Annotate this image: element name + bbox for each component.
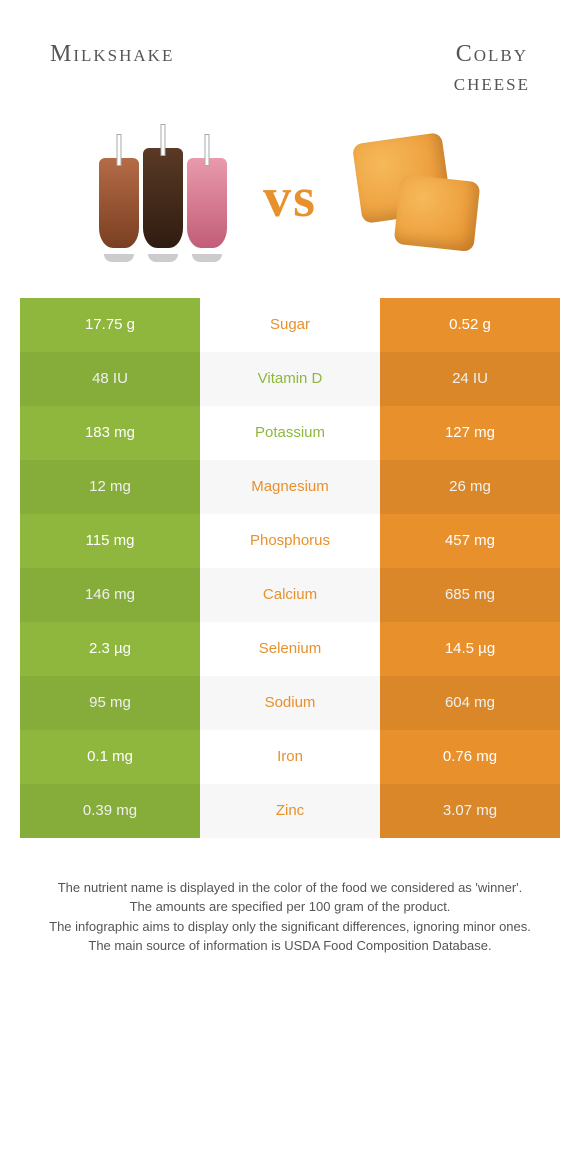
vs-row: vs [0, 118, 580, 298]
table-row: 48 IUVitamin D24 IU [20, 352, 560, 406]
footer-line: The amounts are specified per 100 gram o… [30, 897, 550, 917]
footer-line: The nutrient name is displayed in the co… [30, 878, 550, 898]
nutrient-label: Sugar [200, 298, 380, 352]
left-value: 48 IU [20, 352, 200, 406]
left-value: 183 mg [20, 406, 200, 460]
left-value: 0.39 mg [20, 784, 200, 838]
nutrient-label: Sodium [200, 676, 380, 730]
right-value: 685 mg [380, 568, 560, 622]
right-food-title: Colby cheese [454, 40, 530, 98]
table-row: 95 mgSodium604 mg [20, 676, 560, 730]
footer-line: The infographic aims to display only the… [30, 917, 550, 937]
nutrient-label: Phosphorus [200, 514, 380, 568]
table-row: 2.3 µgSelenium14.5 µg [20, 622, 560, 676]
left-value: 115 mg [20, 514, 200, 568]
right-value: 604 mg [380, 676, 560, 730]
vs-label: vs [263, 166, 317, 230]
right-value: 0.52 g [380, 298, 560, 352]
cheese-icon [337, 128, 497, 268]
left-value: 146 mg [20, 568, 200, 622]
nutrient-label: Vitamin D [200, 352, 380, 406]
table-row: 115 mgPhosphorus457 mg [20, 514, 560, 568]
left-value: 12 mg [20, 460, 200, 514]
nutrient-label: Calcium [200, 568, 380, 622]
nutrient-label: Selenium [200, 622, 380, 676]
nutrient-table: 17.75 gSugar0.52 g48 IUVitamin D24 IU183… [20, 298, 560, 838]
right-value: 0.76 mg [380, 730, 560, 784]
right-value: 26 mg [380, 460, 560, 514]
nutrient-label: Potassium [200, 406, 380, 460]
right-value: 3.07 mg [380, 784, 560, 838]
header: Milkshake Colby cheese [0, 0, 580, 118]
nutrient-label: Iron [200, 730, 380, 784]
right-value: 457 mg [380, 514, 560, 568]
left-value: 2.3 µg [20, 622, 200, 676]
footer-line: The main source of information is USDA F… [30, 936, 550, 956]
left-value: 17.75 g [20, 298, 200, 352]
table-row: 0.1 mgIron0.76 mg [20, 730, 560, 784]
right-value: 14.5 µg [380, 622, 560, 676]
footer-notes: The nutrient name is displayed in the co… [0, 838, 580, 956]
left-food-title: Milkshake [50, 40, 174, 98]
left-value: 0.1 mg [20, 730, 200, 784]
nutrient-label: Magnesium [200, 460, 380, 514]
table-row: 0.39 mgZinc3.07 mg [20, 784, 560, 838]
table-row: 146 mgCalcium685 mg [20, 568, 560, 622]
left-value: 95 mg [20, 676, 200, 730]
right-food-title-line2: cheese [454, 70, 530, 96]
right-food-title-line1: Colby [456, 41, 528, 67]
table-row: 12 mgMagnesium26 mg [20, 460, 560, 514]
table-row: 183 mgPotassium127 mg [20, 406, 560, 460]
table-row: 17.75 gSugar0.52 g [20, 298, 560, 352]
right-value: 24 IU [380, 352, 560, 406]
nutrient-label: Zinc [200, 784, 380, 838]
milkshake-icon [83, 128, 243, 268]
right-value: 127 mg [380, 406, 560, 460]
